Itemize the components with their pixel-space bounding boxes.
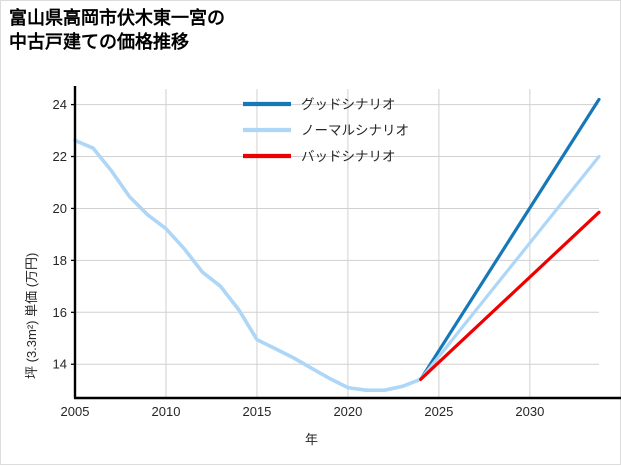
- legend-label: バッドシナリオ: [301, 149, 396, 164]
- x-tick-label: 2005: [61, 404, 90, 419]
- x-tick-label: 2015: [242, 404, 271, 419]
- x-axis-label: 年: [304, 432, 318, 447]
- legend-label: グッドシナリオ: [301, 97, 396, 112]
- page-title: 富山県高岡市伏木東一宮の 中古戸建ての価格推移: [9, 8, 225, 52]
- series-line: [419, 97, 601, 381]
- y-tick-label: 18: [53, 253, 67, 268]
- x-tick-label: 2020: [333, 404, 362, 419]
- data-series-group: [73, 97, 601, 393]
- y-tick-label: 22: [53, 149, 67, 164]
- legend-label: ノーマルシナリオ: [301, 123, 409, 138]
- x-tick-label: 2010: [152, 404, 181, 419]
- series-line: [419, 210, 601, 381]
- axis-ticks: 14 16 18 20 22 24 2005 2010 2015 2020 2025 2030: [53, 97, 545, 419]
- y-tick-label: 24: [53, 97, 67, 112]
- x-tick-label: 2030: [515, 404, 544, 419]
- x-tick-label: 2025: [424, 404, 453, 419]
- y-tick-label: 16: [53, 305, 67, 320]
- series-line: [73, 138, 423, 393]
- axis-spines: [73, 86, 621, 400]
- y-axis-label: 坪 (3.3m²) 単価 (万円): [24, 252, 39, 379]
- series-line: [419, 154, 601, 381]
- y-tick-label: 14: [53, 357, 67, 372]
- y-tick-label: 20: [53, 201, 67, 216]
